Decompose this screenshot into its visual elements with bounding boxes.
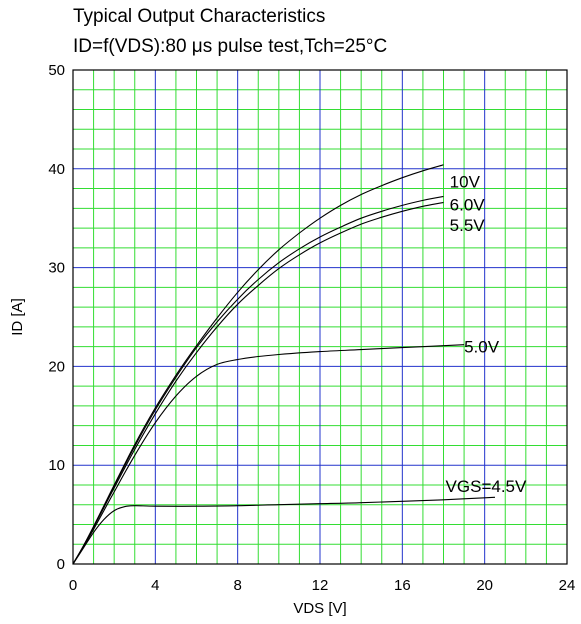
curve-label: 6.0V — [450, 195, 486, 214]
tick-labels: 0 4 8 12 16 20 24 0 10 20 30 40 50 — [48, 62, 575, 594]
y-tick-label: 0 — [57, 556, 65, 573]
y-tick-label: 40 — [48, 161, 65, 178]
curve-label: 10V — [450, 173, 481, 192]
curve-label: 5.0V — [464, 338, 500, 357]
major-grid — [73, 70, 567, 564]
curve-vgs-4.5v — [72, 496, 496, 565]
curve-label: 5.5V — [450, 216, 486, 235]
curve-5.0v — [72, 344, 465, 565]
curve-label: VGS=4.5V — [446, 477, 527, 496]
x-tick-label: 4 — [151, 577, 159, 594]
plot-frame — [72, 69, 568, 565]
y-tick-label: 20 — [48, 358, 65, 375]
chart-title: Typical Output Characteristics — [73, 6, 326, 27]
y-axis-label: ID [A] — [9, 298, 26, 336]
y-tick-label: 30 — [48, 260, 65, 277]
x-tick-label: 16 — [394, 577, 411, 594]
x-tick-label: 0 — [69, 577, 77, 594]
curve-6.0v — [72, 195, 444, 565]
x-tick-label: 20 — [476, 577, 493, 594]
curve-labels: 10V 6.0V 5.5V 5.0V VGS=4.5V — [446, 173, 527, 496]
y-tick-label: 10 — [48, 457, 65, 474]
y-tick-label: 50 — [48, 62, 65, 79]
curve-5.5v — [72, 201, 444, 565]
x-axis-label: VDS [V] — [293, 600, 346, 617]
x-tick-label: 12 — [312, 577, 329, 594]
chart-subtitle: ID=f(VDS):80 μs pulse test,Tch=25°C — [73, 36, 388, 57]
curves — [72, 164, 496, 565]
x-tick-label: 24 — [559, 577, 576, 594]
x-tick-label: 8 — [233, 577, 241, 594]
